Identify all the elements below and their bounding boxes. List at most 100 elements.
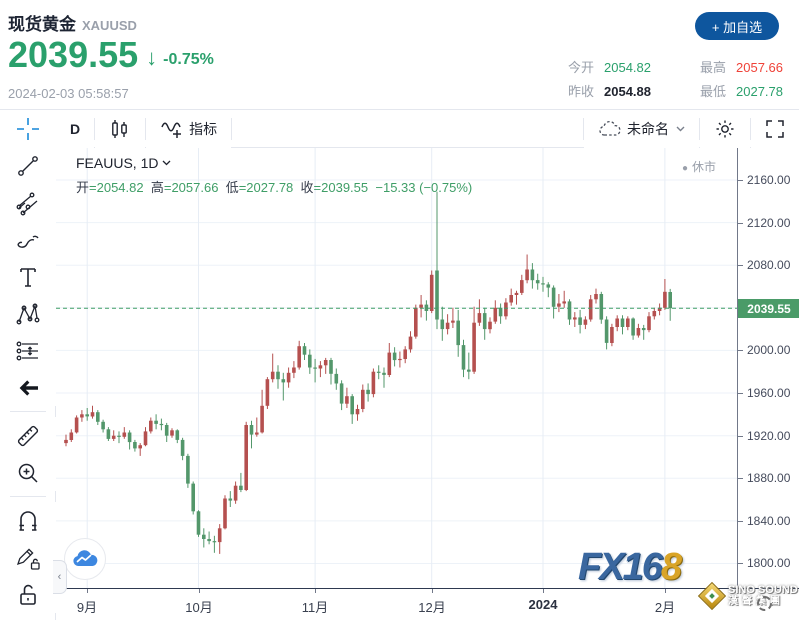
ruler-tool[interactable]: [0, 417, 56, 454]
time-tick-label: 12月: [418, 600, 446, 615]
price-tick: 1880.00: [738, 471, 790, 485]
settings-button[interactable]: [700, 109, 750, 148]
change-percent: -0.75%: [163, 51, 214, 68]
market-status: ● 休市: [682, 158, 716, 175]
price-tick: 1800.00: [738, 556, 790, 570]
time-tick: [87, 589, 88, 593]
indicator-wave-icon: [160, 118, 184, 140]
time-tick: [432, 589, 433, 593]
page-title: 现货黄金 XAUUSD: [8, 10, 137, 35]
cloud-chart-icon: [73, 550, 98, 566]
ohlc-low-label: 低: [225, 180, 239, 195]
zoom-in-tool[interactable]: [0, 454, 56, 491]
site-logo-badge[interactable]: [64, 538, 106, 580]
drawing-lock-tool[interactable]: [0, 539, 56, 576]
long-position-tool[interactable]: [0, 332, 56, 369]
sidebar-divider: [9, 496, 46, 497]
layout-button[interactable]: 未命名: [584, 109, 699, 148]
toolbar-divider: [750, 117, 751, 140]
price-row: 2039.55 ↓ -0.75%: [8, 34, 214, 76]
trend-line-tool[interactable]: [0, 147, 56, 184]
ohlc-low-value: 2027.78: [246, 180, 294, 195]
time-tick-label: 2024: [528, 597, 558, 612]
layout-name: 未命名: [627, 120, 669, 137]
stat-prev-close-label: 昨收: [568, 84, 595, 99]
ohlc-high-label: 高: [150, 180, 164, 195]
time-tick-label: 10月: [185, 600, 213, 615]
ohlc-high-value: 2057.66: [171, 180, 219, 195]
sidebar-divider: [9, 411, 46, 412]
price-axis[interactable]: 2160.00 2120.00 2080.00 2000.00 1960.00 1920.…: [737, 148, 799, 588]
text-tool[interactable]: [0, 258, 56, 295]
time-tick: [315, 589, 316, 593]
symbol-code: XAUUSD: [82, 18, 137, 33]
stat-high-label: 最高: [700, 60, 727, 75]
spinner-ornament: [757, 596, 772, 611]
time-tick: [665, 589, 666, 593]
status-dot-icon: ●: [682, 163, 689, 174]
fullscreen-button[interactable]: [751, 109, 799, 148]
instrument-name: 现货黄金: [8, 15, 76, 34]
time-tick: [543, 589, 544, 593]
down-arrow-icon: ↓: [146, 45, 158, 70]
chart-style-button[interactable]: [95, 109, 146, 148]
chevron-down-icon: [676, 126, 685, 132]
market-status-label: 休市: [692, 160, 717, 174]
brush-tool[interactable]: [0, 221, 56, 258]
magnet-tool[interactable]: [0, 502, 56, 539]
price-tick: 1920.00: [738, 429, 790, 443]
price-tick: 2080.00: [738, 258, 790, 272]
toolbar-divider: [231, 117, 233, 140]
ohlc-open-label: 开: [76, 180, 90, 195]
stat-low-value: 2027.78: [736, 84, 784, 99]
candlestick-chart[interactable]: [56, 148, 737, 588]
gear-icon: [714, 118, 736, 140]
time-axis[interactable]: 9月 10月 11月 12月 2024 2月: [56, 588, 799, 620]
drawing-toolbar: [0, 110, 56, 620]
quote-header: 现货黄金 XAUUSD 2039.55 ↓ -0.75% 2024-02-03 0…: [0, 0, 799, 110]
price-tick: 2000.00: [738, 343, 790, 357]
toolbar-divider: [583, 117, 584, 140]
add-watchlist-button[interactable]: + 加自选: [695, 12, 779, 40]
toolbar-divider: [145, 117, 147, 140]
price-tick: 1960.00: [738, 386, 790, 400]
stat-high-value: 2057.66: [736, 60, 784, 75]
crosshair-tool[interactable]: [0, 110, 56, 147]
ohlc-change-value: −15.33 (−0.75%): [375, 180, 473, 195]
stat-low: 最低 2027.78: [700, 81, 783, 100]
fib-retracement-tool[interactable]: [0, 184, 56, 221]
xabcd-pattern-tool[interactable]: [0, 295, 56, 332]
stat-high: 最高 2057.66: [700, 57, 783, 76]
ohlc-readout: 开=2054.82 高=2057.66 低=2027.78 收=2039.55 …: [76, 180, 473, 195]
stat-prev-close-value: 2054.88: [604, 84, 652, 99]
chevron-down-icon: [163, 160, 171, 166]
toolbar-divider: [699, 117, 700, 140]
interval-button[interactable]: D: [56, 109, 95, 148]
sidebar-collapse-handle[interactable]: ‹: [53, 560, 67, 594]
fx168-watermark: FX168: [578, 546, 682, 588]
stat-low-label: 最低: [700, 84, 727, 99]
back-arrow-button[interactable]: [0, 369, 56, 406]
ohlc-close-label: 收: [300, 180, 314, 195]
time-tick-label: 11月: [301, 600, 329, 615]
stat-open-value: 2054.82: [604, 60, 652, 75]
ohlc-close-value: 2039.55: [321, 180, 369, 195]
cloud-save-icon: [598, 119, 622, 139]
time-tick: [199, 589, 200, 593]
stat-open-label: 今开: [568, 60, 595, 75]
toolbar-divider: [94, 117, 96, 140]
stat-open: 今开 2054.82: [568, 57, 651, 76]
chart-pane[interactable]: [56, 148, 737, 588]
ohlc-open-value: 2054.82: [96, 180, 144, 195]
indicators-button[interactable]: 指标: [146, 109, 232, 148]
lock-all-tool[interactable]: [0, 576, 56, 613]
candlestick-style-icon: [109, 118, 131, 140]
quote-datetime: 2024-02-03 05:58:57: [8, 86, 129, 101]
price-tick: 2120.00: [738, 216, 790, 230]
legend-symbol: FEAUUS, 1D: [76, 155, 159, 171]
chart-legend[interactable]: FEAUUS, 1D: [76, 155, 171, 171]
time-tick-label: 2月: [654, 600, 676, 615]
current-price: 2039.55: [8, 34, 139, 75]
time-tick-label: 9月: [76, 600, 98, 615]
